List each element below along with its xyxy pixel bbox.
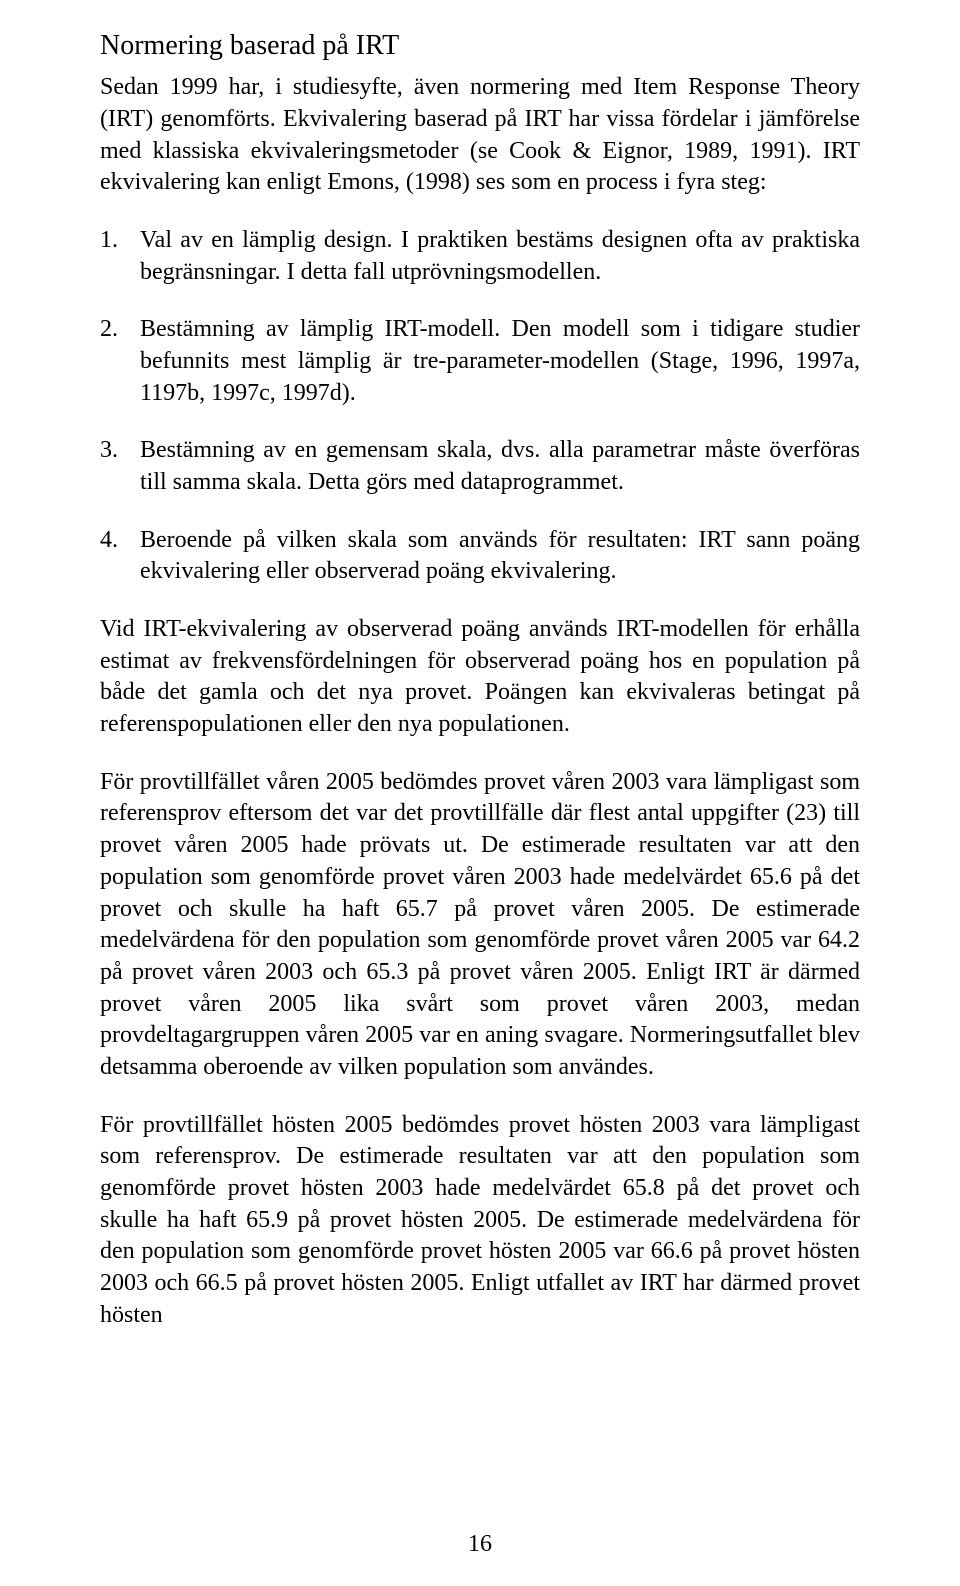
body-paragraph: Vid IRT-ekvivalering av observerad poäng… xyxy=(100,614,860,741)
list-item: 2. Bestämning av lämplig IRT-modell. Den… xyxy=(100,314,860,409)
list-number: 1. xyxy=(100,225,118,257)
intro-paragraph: Sedan 1999 har, i studiesyfte, även norm… xyxy=(100,72,860,199)
list-item: 3. Bestämning av en gemensam skala, dvs.… xyxy=(100,435,860,498)
list-text: Val av en lämplig design. I praktiken be… xyxy=(140,227,860,285)
page-number: 16 xyxy=(0,1531,960,1558)
list-text: Bestämning av en gemensam skala, dvs. al… xyxy=(140,437,860,495)
list-text: Bestämning av lämplig IRT-modell. Den mo… xyxy=(140,316,860,405)
section-heading: Normering baserad på IRT xyxy=(100,28,860,64)
document-page: Normering baserad på IRT Sedan 1999 har,… xyxy=(0,0,960,1586)
body-paragraph: För provtillfället våren 2005 bedömdes p… xyxy=(100,767,860,1084)
list-item: 1. Val av en lämplig design. I praktiken… xyxy=(100,225,860,288)
list-number: 3. xyxy=(100,435,118,467)
numbered-list: 1. Val av en lämplig design. I praktiken… xyxy=(100,225,860,588)
list-text: Beroende på vilken skala som används för… xyxy=(140,527,860,585)
body-paragraph: För provtillfället hösten 2005 bedömdes … xyxy=(100,1110,860,1332)
list-item: 4. Beroende på vilken skala som används … xyxy=(100,525,860,588)
list-number: 4. xyxy=(100,525,118,557)
list-number: 2. xyxy=(100,314,118,346)
